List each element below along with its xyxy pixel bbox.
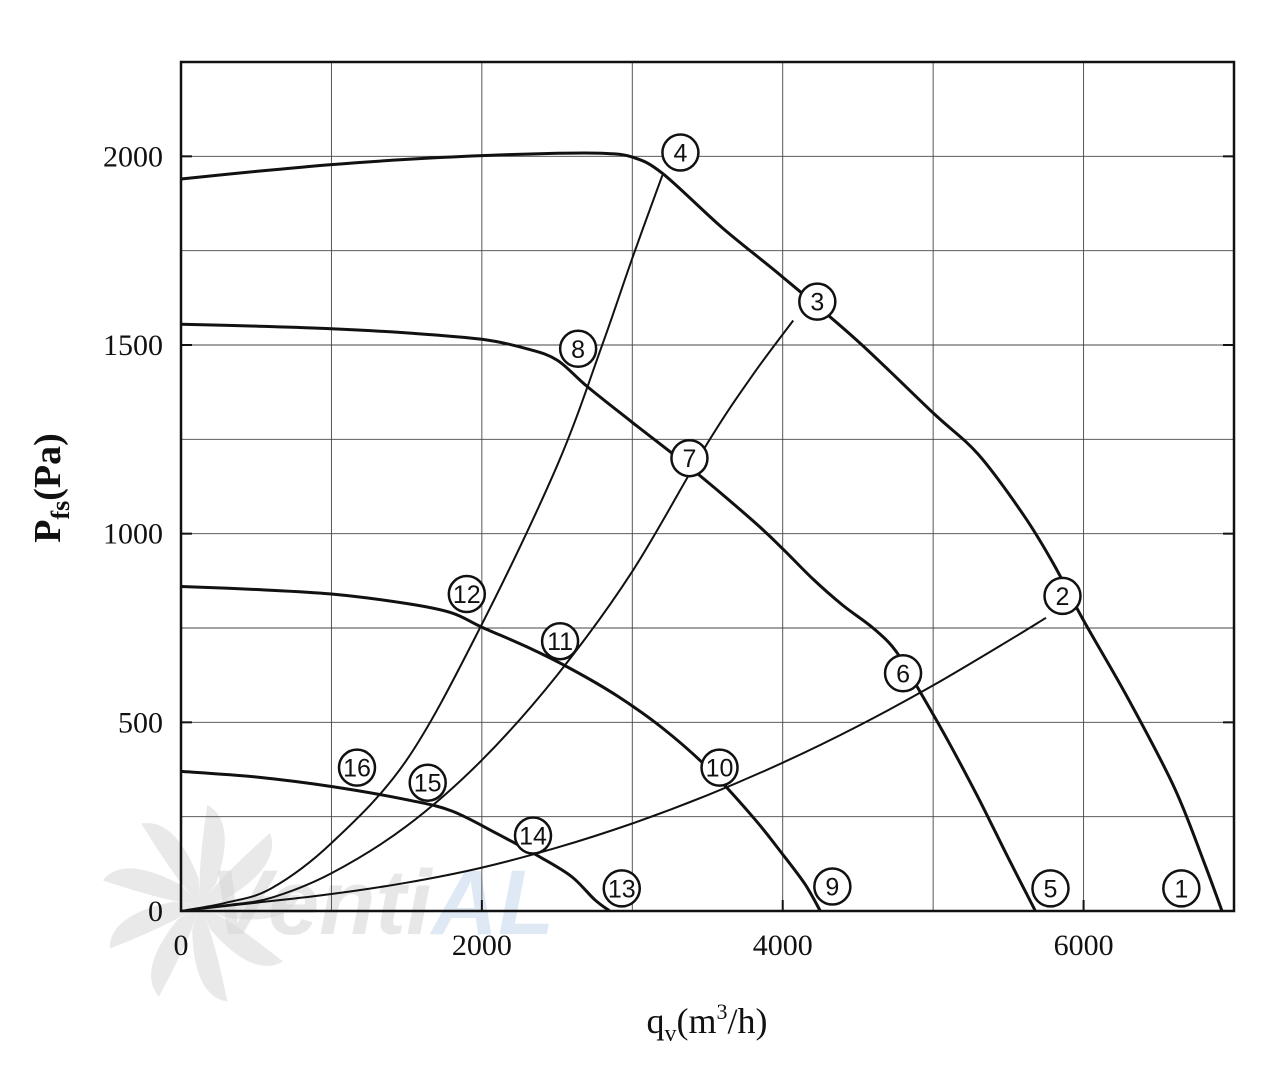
watermark: VentiAL	[102, 804, 554, 1002]
callout-circle	[813, 867, 852, 906]
y-axis-title-base: P	[27, 520, 69, 543]
system-curve-3	[180, 174, 664, 912]
y-tick-label: 0	[148, 895, 163, 928]
callout-label: 16	[343, 755, 371, 783]
axis-ticks: 0 2000 4000 6000 0 500 1000 1500 2000	[103, 140, 1234, 962]
callout-circle	[558, 329, 598, 369]
callout-circle	[700, 748, 739, 787]
callout-circle	[670, 438, 709, 478]
y-axis-title-sub: fs	[46, 501, 75, 520]
callout-3: 3	[798, 282, 837, 321]
callout-5: 5	[1031, 869, 1070, 908]
x-tick-label: 0	[174, 929, 189, 962]
callout-label: 5	[1044, 875, 1058, 903]
fan-curve-3	[180, 585, 822, 912]
callout-circle	[602, 869, 642, 908]
callout-label: 12	[453, 581, 481, 609]
y-axis-title: Pfs(Pa)	[27, 433, 75, 543]
callout-16: 16	[337, 748, 377, 787]
callout-8: 8	[558, 329, 598, 369]
callout-circle	[1162, 869, 1201, 908]
system-curve-2	[180, 319, 795, 912]
callout-circle	[540, 621, 580, 661]
callout-14: 14	[513, 816, 553, 855]
x-tick-label: 6000	[1054, 929, 1114, 962]
callout-label: 10	[706, 755, 734, 783]
callout-4: 4	[661, 133, 700, 172]
callout-circle	[408, 763, 447, 802]
callout-label: 6	[896, 660, 910, 688]
callout-2: 2	[1043, 576, 1082, 616]
callout-label: 2	[1056, 583, 1070, 611]
fan-blades-icon	[102, 804, 300, 1002]
callout-10: 10	[700, 748, 739, 787]
x-axis-title: qv(m3/h)	[647, 999, 768, 1047]
y-tick-label: 2000	[103, 140, 163, 173]
callout-label: 4	[673, 140, 687, 168]
callout-9: 9	[813, 867, 852, 906]
callout-13: 13	[602, 869, 642, 908]
callout-label: 14	[519, 823, 547, 851]
callout-label: 3	[810, 289, 824, 317]
callout-label: 9	[825, 873, 839, 901]
callout-circle	[661, 133, 700, 172]
x-axis-title-unit-close: /h)	[728, 1001, 768, 1041]
callout-circle	[798, 282, 837, 321]
x-axis-title-sub: v	[665, 1021, 677, 1047]
grid	[181, 62, 1234, 911]
callout-11: 11	[540, 621, 580, 661]
x-tick-label: 2000	[452, 929, 512, 962]
callout-circle	[883, 654, 923, 693]
callout-circle	[447, 574, 487, 614]
fan-curve-1	[180, 151, 1224, 912]
fan-curve-4	[180, 769, 611, 913]
callout-15: 15	[408, 763, 447, 802]
callout-circle	[1043, 576, 1082, 616]
y-axis-title-unit: (Pa)	[27, 433, 69, 501]
y-tick-label: 1000	[103, 518, 163, 551]
watermark-text-accent: AL	[430, 852, 555, 954]
callout-12: 12	[447, 574, 487, 614]
callout-label: 1	[1174, 875, 1188, 903]
callout-circle	[513, 816, 553, 855]
callout-label: 11	[547, 628, 573, 656]
x-axis-title-unit-open: (m	[677, 1001, 717, 1041]
callout-circle	[337, 748, 377, 787]
curves	[180, 151, 1224, 913]
callout-7: 7	[670, 438, 709, 478]
x-tick-label: 4000	[753, 929, 813, 962]
watermark-text: VentiAL	[210, 852, 554, 954]
callout-label: 15	[414, 770, 442, 798]
x-axis-title-base: q	[647, 1001, 665, 1041]
callout-6: 6	[883, 654, 923, 693]
x-axis-title-unit-sup: 3	[717, 999, 728, 1024]
callout-circle	[1031, 869, 1070, 908]
callout-label: 13	[608, 875, 636, 903]
y-tick-label: 1500	[103, 329, 163, 362]
fan-curve-2	[180, 322, 1037, 912]
y-tick-label: 500	[118, 706, 163, 739]
callout-label: 8	[571, 336, 585, 364]
callout-1: 1	[1162, 869, 1201, 908]
plot-frame	[179, 60, 1236, 913]
callout-label: 7	[682, 445, 696, 473]
system-curve-1	[180, 616, 1047, 912]
